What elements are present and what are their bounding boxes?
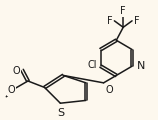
Text: Cl: Cl	[87, 60, 97, 70]
Text: F: F	[107, 16, 112, 26]
Text: O: O	[106, 85, 113, 95]
Text: O: O	[12, 66, 20, 76]
Text: N: N	[137, 61, 145, 71]
Text: O: O	[8, 85, 15, 95]
Text: F: F	[120, 6, 126, 16]
Text: S: S	[57, 108, 64, 118]
Text: F: F	[134, 16, 140, 26]
